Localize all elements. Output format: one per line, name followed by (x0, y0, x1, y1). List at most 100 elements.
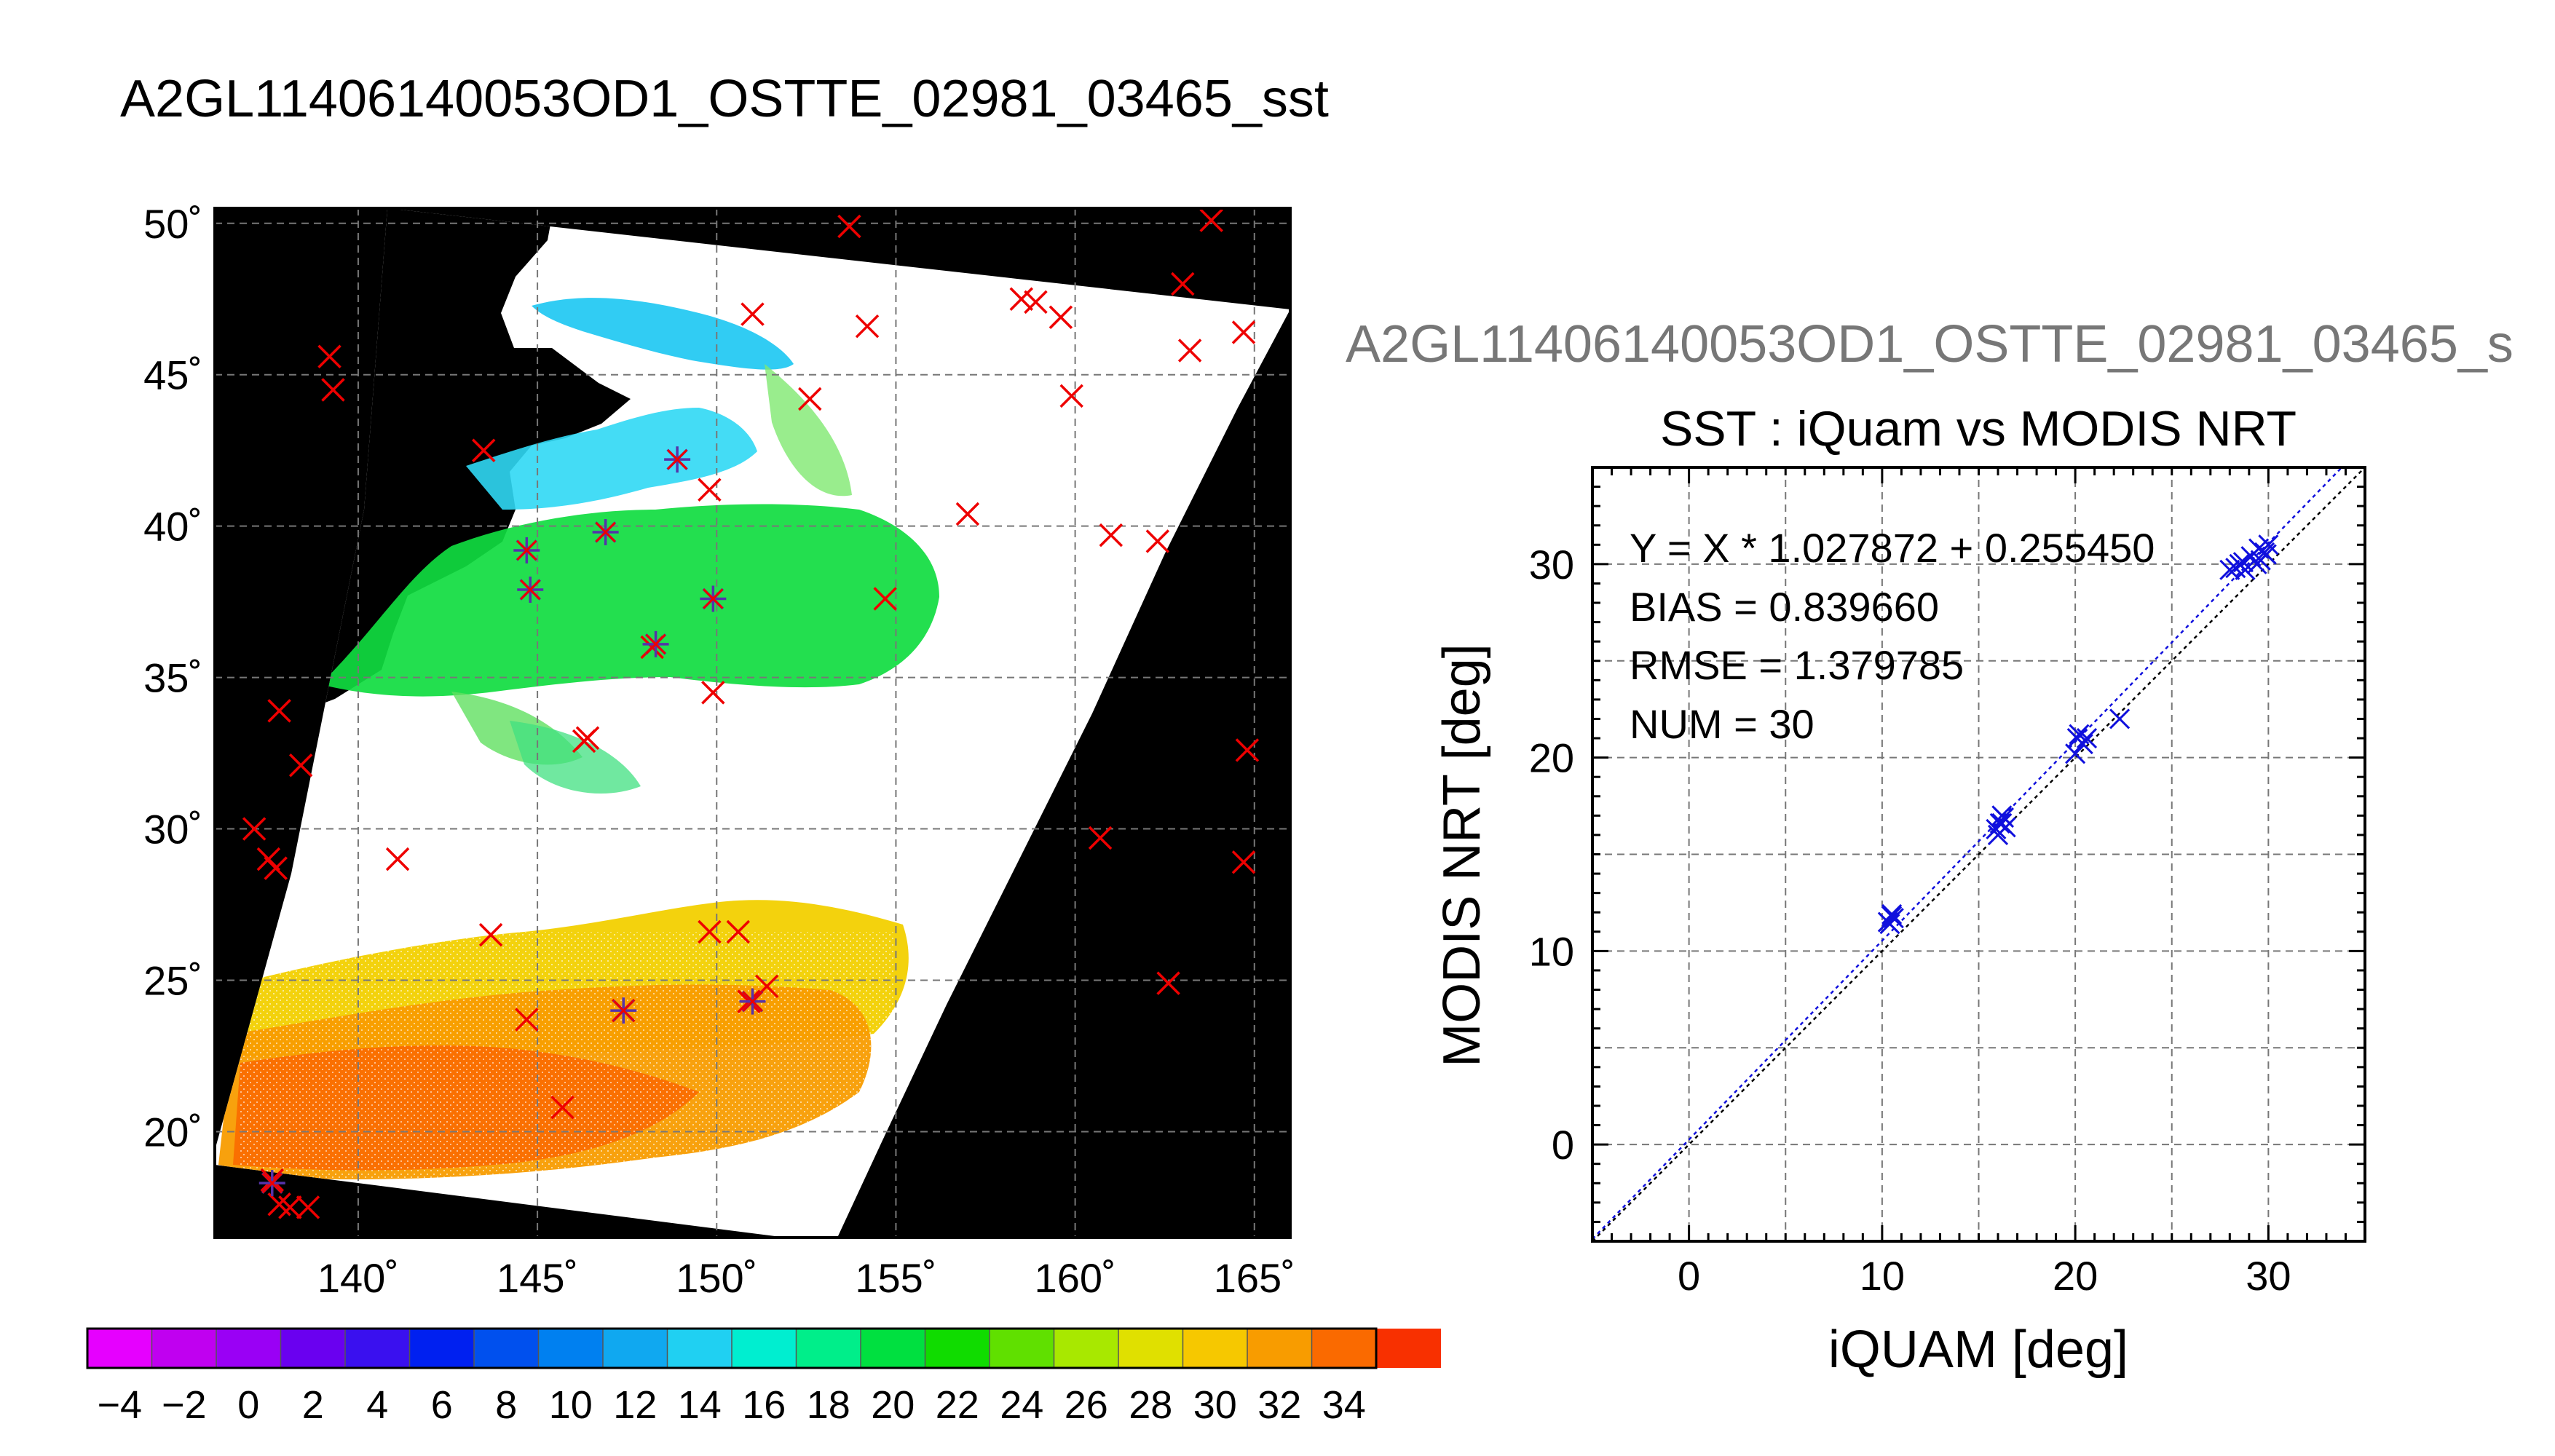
match-marker (1235, 738, 1260, 762)
colorbar-cell (280, 1329, 346, 1368)
rmse-value: RMSE = 1.379785 (1630, 642, 1964, 688)
scatter-y-tick-label: 0 (1552, 1122, 1574, 1168)
scatter-point (1991, 805, 2013, 826)
colorbar-tick-label: 30 (1193, 1383, 1237, 1427)
colorbar-tick-label: 22 (936, 1383, 979, 1427)
match-marker (278, 1195, 302, 1219)
match-marker (385, 847, 410, 871)
map-y-tick-label: 50˚ (143, 201, 202, 247)
match-marker (267, 699, 291, 723)
scatter-ticks (1591, 466, 2366, 1243)
colorbar-tick-labels: −4 −2 0 2 4 6 8 10 12 14 16 18 20 22 24 26 28 30 32 34 (97, 1383, 1365, 1427)
match-marker (472, 438, 496, 462)
colorbar-tick-label: 24 (1000, 1383, 1043, 1427)
match-marker (741, 302, 765, 326)
match-marker (242, 817, 266, 841)
count-value: NUM = 30 (1630, 701, 1814, 747)
scatter-y-axis-label: MODIS NRT [deg] (1433, 644, 1491, 1067)
scatter-x-tick-labels: 0 10 20 30 (1678, 1253, 2291, 1299)
colorbar-cell (796, 1329, 861, 1368)
map-y-tick-label: 45˚ (143, 352, 202, 398)
match-marker (613, 1000, 634, 1021)
map-y-tick-label: 30˚ (143, 807, 202, 852)
match-marker (698, 478, 722, 502)
match-marker (1088, 826, 1113, 850)
fit-line (1592, 467, 2343, 1240)
colorbar-cell (1054, 1329, 1119, 1368)
scatter-panel-subtitle: A2GL11406140053OD1_OSTTE_02981_03465_s (1346, 315, 2513, 373)
map-x-tick-label: 140˚ (317, 1255, 399, 1301)
match-marker (321, 378, 345, 402)
match-marker (1099, 523, 1124, 547)
match-marker (516, 539, 537, 561)
identity-line (1592, 467, 2365, 1241)
scatter-x-tick-label: 30 (2246, 1253, 2291, 1299)
scatter-points (1877, 534, 2279, 935)
match-marker (701, 681, 725, 705)
match-marker (261, 1173, 283, 1194)
match-marker (742, 991, 763, 1012)
colorbar-tick-label: 6 (431, 1383, 453, 1427)
match-marker (296, 1195, 320, 1219)
scatter-point (2219, 559, 2240, 580)
colorbar-cell (1311, 1329, 1377, 1368)
sst-region-cold (466, 408, 757, 510)
match-marker (703, 588, 724, 609)
colorbar-tick-label: 16 (742, 1383, 786, 1427)
match-marker (317, 344, 341, 369)
scatter-point (2232, 552, 2254, 573)
map-x-tick-label: 160˚ (1035, 1255, 1116, 1301)
match-marker (955, 502, 980, 526)
colorbar-cell (990, 1329, 1054, 1368)
match-marker (837, 214, 861, 239)
scatter-point (2066, 727, 2088, 749)
match-marker (515, 1008, 539, 1032)
match-marker (873, 587, 897, 611)
colorbar-tick-label: 34 (1322, 1383, 1366, 1427)
map-y-tick-labels: 20˚ 25˚ 30˚ 35˚ 40˚ 45˚ 50˚ (143, 201, 202, 1155)
scatter-point (2256, 544, 2277, 565)
scatter-point (1879, 914, 1900, 935)
colorbar-tick-label: 28 (1129, 1383, 1172, 1427)
match-marker (1231, 850, 1256, 874)
map-point-markers (258, 446, 766, 1197)
colorbar-tick-label: 10 (549, 1383, 593, 1427)
colorbar-cell (409, 1329, 475, 1368)
sst-region-cold (532, 298, 794, 370)
match-marker (1059, 384, 1083, 408)
match-marker (1024, 290, 1048, 314)
match-marker (645, 633, 666, 654)
land-mass (428, 208, 473, 342)
map-x-tick-label: 150˚ (676, 1255, 757, 1301)
colorbar-tick-label: 14 (678, 1383, 722, 1427)
scatter-point (1881, 906, 1903, 927)
colorbar-cell (732, 1329, 797, 1368)
map-x-tick-labels: 140˚ 145˚ 150˚ 155˚ 160˚ 165˚ (317, 1255, 1295, 1301)
scatter-x-tick-label: 0 (1678, 1253, 1700, 1299)
match-marker (698, 919, 722, 944)
colorbar-cell (151, 1329, 217, 1368)
colorbar-tick-label: 32 (1257, 1383, 1301, 1427)
scatter-point (2109, 708, 2131, 729)
colorbar-tick-label: −2 (162, 1383, 207, 1427)
scatter-plot: 0 10 20 30 0 10 20 30 Y = X * 1.027872 + 0.255… (1529, 466, 2366, 1299)
colorbar-tick-label: 4 (366, 1383, 388, 1427)
colorbar-tick-label: 8 (495, 1383, 517, 1427)
figure-title: A2GL11406140053OD1_OSTTE_02981_03465_sst (120, 70, 1329, 128)
match-marker (264, 856, 288, 880)
match-marker (1231, 320, 1256, 344)
scatter-y-tick-label: 20 (1529, 735, 1574, 781)
map-grid (215, 208, 1290, 1238)
colorbar-cell (538, 1329, 604, 1368)
colorbar-tick-label: 2 (302, 1383, 324, 1427)
map-y-tick-label: 20˚ (143, 1109, 202, 1155)
scatter-x-axis-label: iQUAM [deg] (1828, 1321, 2128, 1379)
match-marker (855, 314, 880, 339)
sst-region-mid (510, 721, 641, 794)
match-marker (550, 1095, 574, 1120)
colorbar-cell (861, 1329, 925, 1368)
match-marker (1009, 287, 1033, 312)
sst-region-mid (320, 504, 939, 697)
map-y-tick-label: 35˚ (143, 655, 202, 701)
colorbar-tick-label: 0 (237, 1383, 259, 1427)
